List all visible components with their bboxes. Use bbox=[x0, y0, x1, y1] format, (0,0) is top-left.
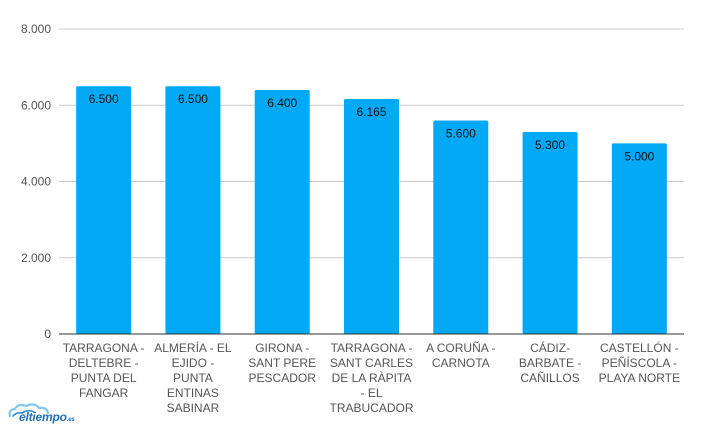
x-tick-label-line: SANT CARLES bbox=[330, 356, 413, 370]
x-tick-label: GIRONA -SANT PERE PESCADOR bbox=[248, 341, 316, 385]
x-tick-label-line: FANGAR bbox=[79, 386, 129, 400]
bar bbox=[433, 120, 489, 334]
logo-tld: .es bbox=[66, 417, 75, 423]
x-tick-label-line: PUNTA DEL bbox=[71, 371, 137, 385]
x-tick-label: ALMERÍA - EL EJIDO -PUNTA ENTINAS SABINAR bbox=[154, 340, 232, 415]
x-tick-label-line: DELTEBRE - bbox=[69, 356, 139, 370]
bar-value-label: 5.300 bbox=[535, 138, 565, 152]
x-tick-label-line: ENTINAS bbox=[167, 386, 219, 400]
bars bbox=[76, 86, 667, 334]
x-tick-label-line: PEÑÍSCOLA - bbox=[602, 355, 677, 370]
x-tick-label-line: TARRAGONA - bbox=[63, 341, 145, 355]
bar-value-label: 5.000 bbox=[624, 149, 654, 163]
bar-value-label: 6.500 bbox=[178, 92, 208, 106]
x-tick-label-line: CARNOTA bbox=[432, 356, 490, 370]
logo-text: eltiempo.es bbox=[19, 410, 75, 424]
cloud-icon bbox=[8, 403, 50, 418]
y-tick-label: 4.000 bbox=[21, 175, 51, 189]
eltiempo-logo: eltiempo.es bbox=[6, 402, 96, 432]
bar bbox=[611, 143, 667, 334]
x-tick-label: TARRAGONA -DELTEBRE -PUNTA DEL FANGAR bbox=[63, 341, 145, 400]
bar bbox=[254, 90, 310, 334]
x-tick-label: TARRAGONA -SANT CARLES DE LA RÀPITA - EL TR… bbox=[329, 341, 413, 415]
logo-name: eltiempo bbox=[19, 410, 67, 424]
bar bbox=[165, 86, 221, 334]
bar-value-label: 6.165 bbox=[356, 105, 386, 119]
x-tick-label-line: ALMERÍA - EL bbox=[154, 340, 232, 355]
x-tick-label-line: CAÑILLOS bbox=[520, 371, 579, 385]
x-tick-label-line: SANT PERE bbox=[248, 356, 316, 370]
x-tick-label: A CORUÑA -CARNOTA bbox=[426, 341, 495, 370]
y-tick-label: 2.000 bbox=[21, 251, 51, 265]
x-tick-label-line: DE LA RÀPITA bbox=[332, 370, 412, 385]
y-tick-label: 8.000 bbox=[21, 22, 51, 36]
x-tick-label-line: TRABUCADOR bbox=[329, 401, 413, 415]
bar bbox=[522, 131, 578, 334]
bar bbox=[76, 86, 132, 334]
x-tick-label: CASTELLÓN -PEÑÍSCOLA -PLAYA NORTE bbox=[599, 340, 680, 385]
x-tick-label-line: TARRAGONA - bbox=[331, 341, 413, 355]
bar-value-label: 6.400 bbox=[267, 96, 297, 110]
x-tick-label-line: - EL bbox=[360, 386, 382, 400]
x-tick-label-line: PLAYA NORTE bbox=[599, 371, 680, 385]
x-tick-label-line: CASTELLÓN - bbox=[600, 340, 679, 355]
x-tick-label-line: EJIDO - bbox=[172, 356, 215, 370]
x-tick-label-line: PUNTA bbox=[173, 371, 213, 385]
x-tick-label-line: PESCADOR bbox=[249, 371, 317, 385]
y-tick-label: 0 bbox=[44, 327, 51, 341]
x-tick-label-line: GIRONA - bbox=[255, 341, 309, 355]
x-tick-label-line: A CORUÑA - bbox=[426, 341, 495, 355]
bar-value-label: 5.600 bbox=[446, 127, 476, 141]
y-axis-ticks: 0 2.000 4.000 6.000 8.000 bbox=[21, 22, 51, 341]
x-tick-label-line: SABINAR bbox=[167, 401, 220, 415]
x-tick-label: CÁDIZ-BARBATE -CAÑILLOS bbox=[519, 340, 581, 385]
bar-value-label: 6.500 bbox=[89, 92, 119, 106]
y-tick-label: 6.000 bbox=[21, 98, 51, 112]
x-tick-label-line: CÁDIZ- bbox=[530, 340, 570, 355]
bar bbox=[344, 98, 399, 334]
x-axis-labels: TARRAGONA -DELTEBRE -PUNTA DEL FANGARALME… bbox=[63, 340, 680, 415]
x-tick-label-line: BARBATE - bbox=[519, 356, 581, 370]
value-labels: 6.500 6.500 6.400 6.165 5.600 5.300 5.000 bbox=[89, 92, 655, 163]
